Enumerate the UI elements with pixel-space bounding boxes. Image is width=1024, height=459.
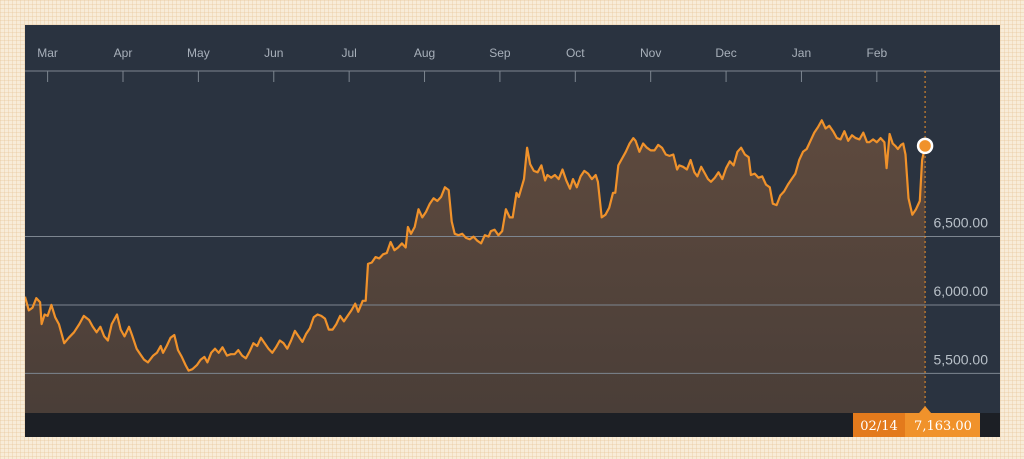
month-label-feb: Feb <box>866 46 887 60</box>
month-label-jan: Jan <box>792 46 811 60</box>
callout-value: 7,163.00 <box>914 419 972 434</box>
ytick-label-6000: 6,000.00 <box>934 283 989 299</box>
month-label-apr: Apr <box>114 46 133 60</box>
series-line <box>25 119 927 372</box>
month-label-oct: Oct <box>566 46 585 60</box>
month-label-jul: Jul <box>341 46 356 60</box>
price-chart: Mar Apr May Jun Jul Aug Sep Oct Nov Dec Jan Feb 5,5… <box>25 46 1000 437</box>
month-label-dec: Dec <box>715 46 736 60</box>
month-label-aug: Aug <box>414 46 435 60</box>
ytick-label-6500: 6,500.00 <box>934 215 989 231</box>
callout-date-bg <box>853 413 905 437</box>
callout-date: 02/14 <box>860 419 897 434</box>
month-label-sep: Sep <box>489 46 511 60</box>
x-footer-band <box>25 413 1000 437</box>
month-label-mar: Mar <box>37 46 58 60</box>
last-value-marker[interactable] <box>916 137 934 155</box>
month-label-jun: Jun <box>264 46 283 60</box>
month-label-nov: Nov <box>640 46 661 60</box>
series-area <box>25 120 926 414</box>
callout-pointer <box>919 406 932 413</box>
month-label-may: May <box>187 46 210 60</box>
ytick-label-5500: 5,500.00 <box>934 351 989 367</box>
chart-frame: Mar Apr May Jun Jul Aug Sep Oct Nov Dec Jan Feb 5,5… <box>25 25 1000 437</box>
